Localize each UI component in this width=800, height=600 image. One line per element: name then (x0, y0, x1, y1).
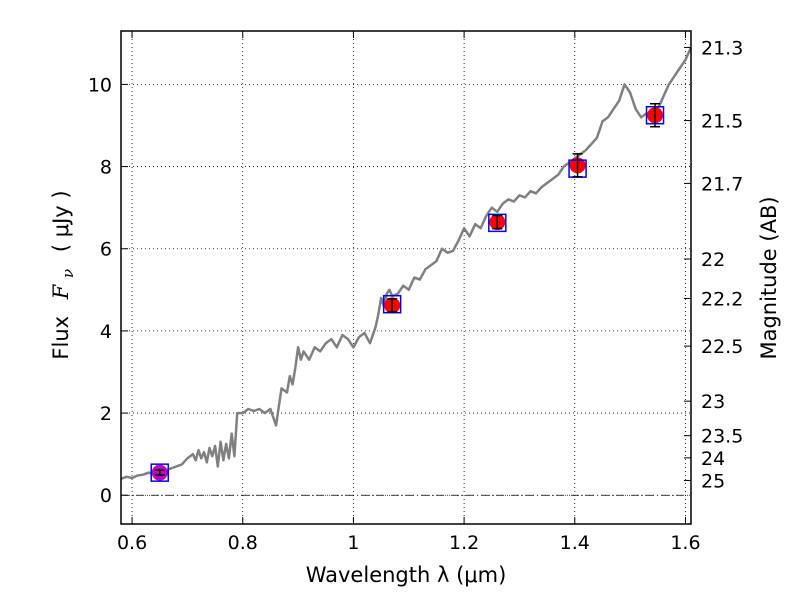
x-tick-label: 1.2 (449, 532, 479, 554)
right-tick-label: 22.2 (701, 288, 743, 310)
y-tick-label: 4 (100, 321, 112, 343)
y-axis-label-right: Magnitude (AB) (757, 196, 781, 359)
y-tick-label: 8 (100, 157, 112, 179)
y-label-symbol: F (49, 283, 73, 300)
series-layer (120, 46, 693, 480)
model-point-square (150, 463, 169, 482)
right-tick-label: 21.5 (701, 111, 743, 133)
right-tick-label: 23.5 (701, 426, 743, 448)
axis-ticks: 0.6 0.8 1 1.2 1.4 1.6024681021.321.521.72222.… (88, 31, 743, 554)
y-tick-label: 6 (100, 239, 112, 261)
grid-lines (121, 31, 691, 524)
y-label-subscript: ν (59, 269, 77, 278)
y-axis-label-left: Flux F ν ( μJy ) (49, 190, 78, 359)
x-tick-label: 1.6 (670, 532, 700, 554)
y-tick-label: 0 (100, 485, 112, 507)
y-label-prefix: Flux (49, 316, 73, 360)
right-tick-label: 22 (701, 249, 725, 271)
y-tick-label: 10 (88, 74, 112, 96)
right-tick-label: 21.7 (701, 173, 743, 195)
right-tick-label: 22.5 (701, 336, 743, 358)
x-tick-label: 1.4 (560, 532, 590, 554)
spectrum-line (120, 46, 693, 480)
x-tick-label: 1 (347, 532, 359, 554)
y-tick-label: 2 (100, 403, 112, 425)
x-tick-label: 0.8 (228, 532, 258, 554)
plot-frame (120, 30, 692, 525)
right-tick-label: 23 (701, 391, 725, 413)
right-tick-label: 21.3 (701, 37, 743, 59)
data-points-layer (150, 102, 665, 482)
x-axis-label: Wavelength λ (μm) (306, 563, 507, 587)
y-label-unit: ( μJy ) (49, 190, 73, 252)
x-tick-label: 0.6 (117, 532, 147, 554)
right-tick-label: 24 (701, 448, 725, 470)
model-point-square (488, 213, 507, 233)
right-tick-label: 25 (701, 470, 725, 492)
